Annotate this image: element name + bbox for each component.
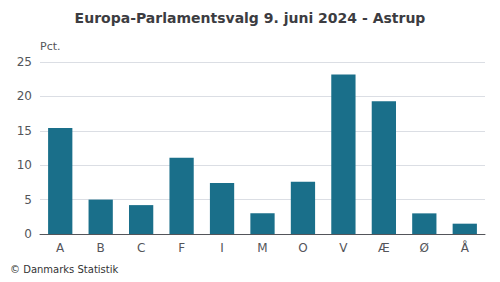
svg-text:0: 0 — [24, 227, 32, 241]
svg-text:10: 10 — [17, 158, 32, 172]
svg-text:© Danmarks Statistik: © Danmarks Statistik — [10, 264, 119, 275]
svg-text:Europa-Parlamentsvalg 9. juni: Europa-Parlamentsvalg 9. juni 2024 - Ast… — [75, 10, 426, 26]
svg-text:25: 25 — [17, 55, 32, 69]
svg-text:20: 20 — [17, 89, 32, 103]
svg-text:B: B — [97, 241, 105, 255]
svg-text:A: A — [56, 241, 65, 255]
svg-text:5: 5 — [24, 193, 32, 207]
svg-text:O: O — [298, 241, 307, 255]
svg-text:C: C — [137, 241, 145, 255]
svg-text:Ø: Ø — [420, 241, 429, 255]
svg-text:Æ: Æ — [378, 241, 390, 255]
svg-text:F: F — [178, 241, 185, 255]
svg-text:15: 15 — [17, 124, 32, 138]
svg-text:I: I — [220, 241, 224, 255]
svg-text:Å: Å — [461, 240, 470, 255]
svg-text:V: V — [339, 241, 348, 255]
svg-text:M: M — [257, 241, 267, 255]
svg-text:Pct.: Pct. — [40, 40, 61, 53]
